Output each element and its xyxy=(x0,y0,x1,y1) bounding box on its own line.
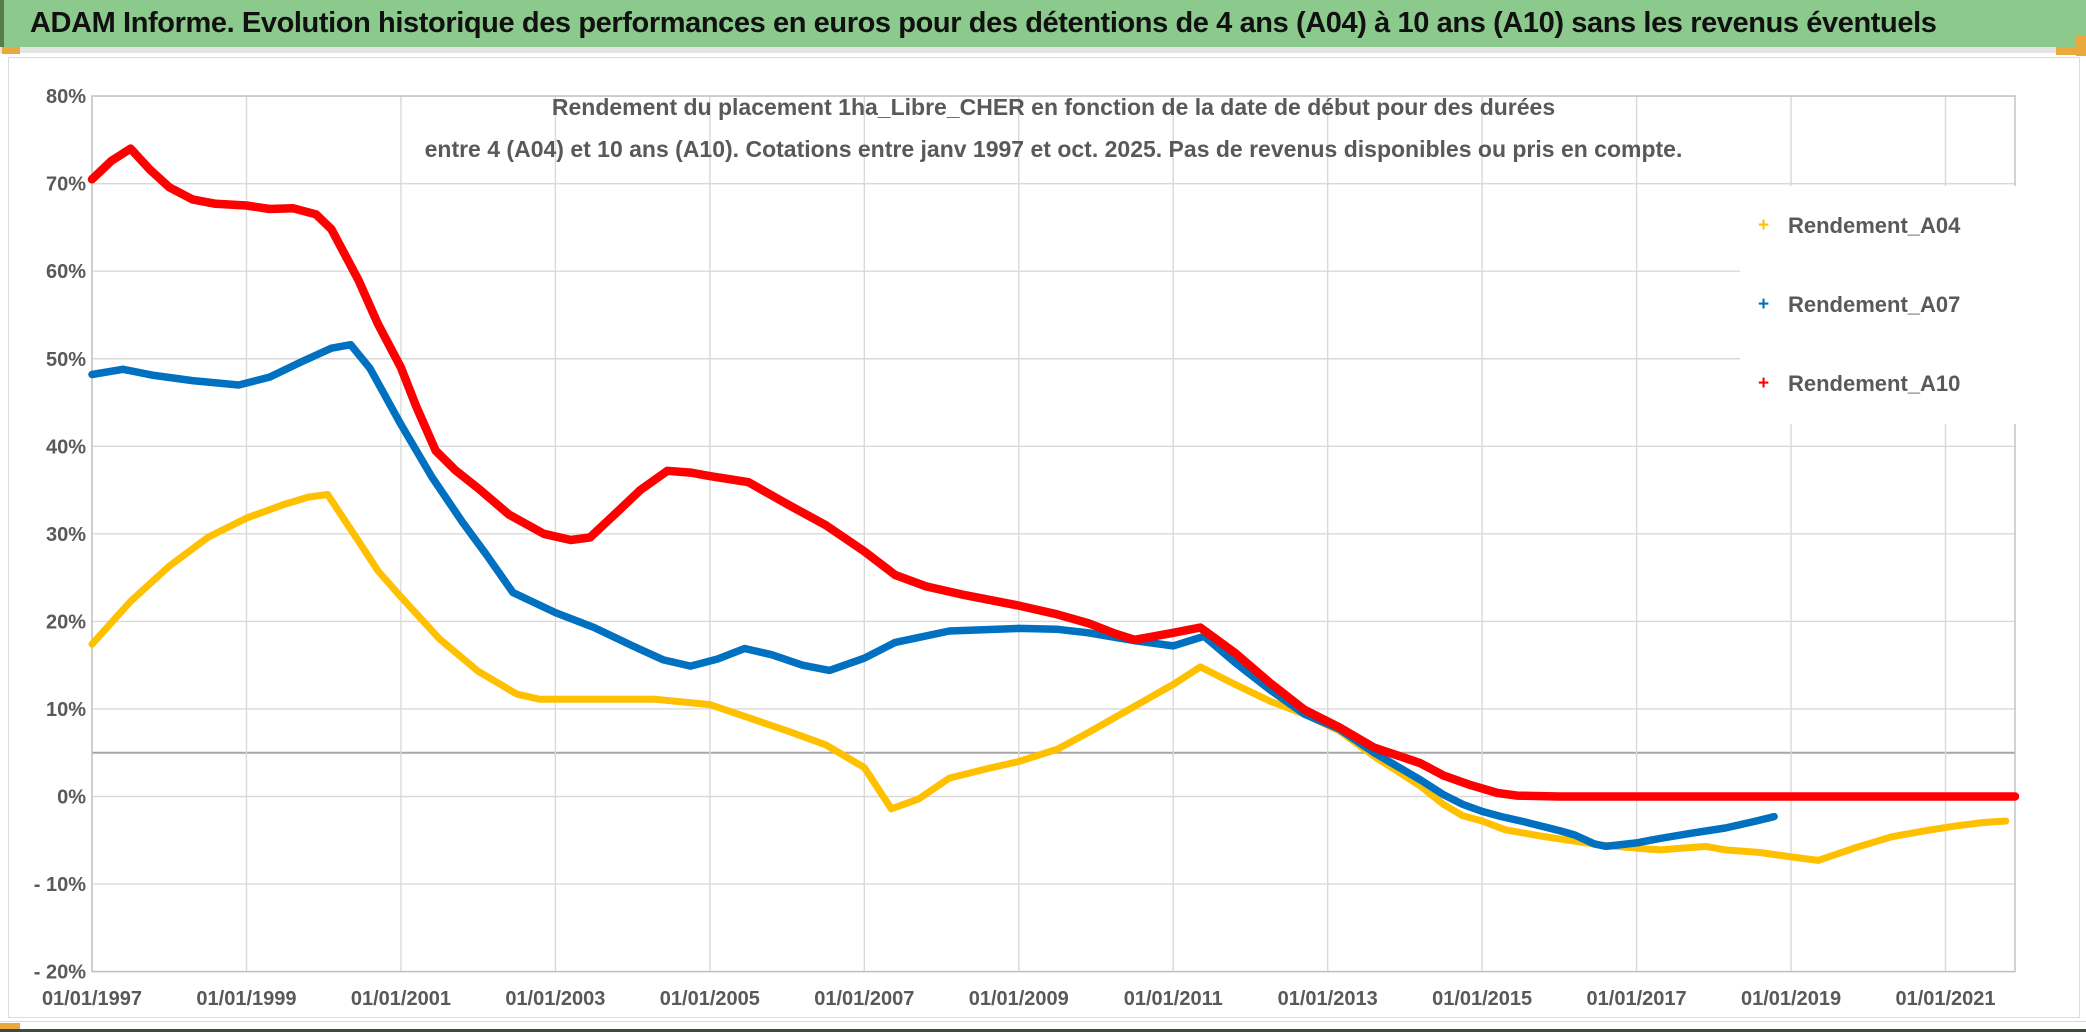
x-tick-label: 01/01/2017 xyxy=(1587,988,1687,1010)
header-divider xyxy=(0,47,2086,53)
series-marker-a07-icon: + xyxy=(1758,293,1770,315)
x-tick-label: 01/01/1997 xyxy=(42,988,142,1010)
legend-item-rendement-a10[interactable]: + Rendement_A10 xyxy=(1740,371,2076,397)
legend-label-a04: Rendement_A04 xyxy=(1788,212,1961,238)
y-tick-label: 0% xyxy=(57,787,86,809)
header-accent-left xyxy=(2,47,20,54)
legend-label-a07: Rendement_A07 xyxy=(1788,291,1961,317)
y-tick-label: 70% xyxy=(46,174,86,196)
chart-title-line2: entre 4 (A04) et 10 ans (A10). Cotations… xyxy=(424,136,1683,162)
x-tick-label: 01/01/2003 xyxy=(505,988,605,1010)
chart-title: Rendement du placement 1ha_Libre_CHER en… xyxy=(92,86,2015,170)
series-rendement-a07 xyxy=(88,340,1778,851)
y-tick-label: - 20% xyxy=(34,962,86,984)
legend-item-rendement-a04[interactable]: + Rendement_A04 xyxy=(1740,213,2076,239)
legend-item-rendement-a07[interactable]: + Rendement_A07 xyxy=(1740,292,2076,318)
header-accent-right-corner xyxy=(2076,36,2086,56)
series-rendement-a04 xyxy=(88,491,2010,864)
y-tick-label: 80% xyxy=(46,86,86,108)
legend-label-a10: Rendement_A10 xyxy=(1788,371,1961,397)
x-tick-label: 01/01/2021 xyxy=(1895,988,1995,1010)
y-tick-label: 10% xyxy=(46,699,86,721)
y-tick-label: - 10% xyxy=(34,874,86,896)
report-header: ADAM Informe. Evolution historique des p… xyxy=(0,0,2086,47)
x-tick-label: 01/01/2001 xyxy=(351,988,451,1010)
y-tick-label: 30% xyxy=(46,524,86,546)
plot-border xyxy=(91,95,2016,973)
x-tick-label: 01/01/1999 xyxy=(196,988,296,1010)
chart-legend: + Rendement_A04 + Rendement_A07 + Rendem… xyxy=(1740,186,2076,424)
x-tick-label: 01/01/2013 xyxy=(1278,988,1378,1010)
report-title: ADAM Informe. Evolution historique des p… xyxy=(30,7,1937,39)
y-tick-label: 50% xyxy=(46,349,86,371)
series-marker-a10-icon: + xyxy=(1758,373,1770,395)
x-tick-label: 01/01/2005 xyxy=(660,988,760,1010)
x-tick-label: 01/01/2009 xyxy=(969,988,1069,1010)
next-section-edge xyxy=(0,1029,2086,1032)
series-rendement-a10 xyxy=(87,144,2020,801)
x-tick-label: 01/01/2015 xyxy=(1432,988,1532,1010)
series-marker-a04-icon: + xyxy=(1758,214,1770,236)
y-tick-label: 40% xyxy=(46,436,86,458)
chart-title-line1: Rendement du placement 1ha_Libre_CHER en… xyxy=(551,94,1556,120)
y-tick-label: 20% xyxy=(46,611,86,633)
x-tick-label: 01/01/2011 xyxy=(1124,988,1223,1010)
header-accent-right xyxy=(2056,47,2086,55)
x-tick-label: 01/01/2019 xyxy=(1741,988,1841,1010)
x-tick-label: 01/01/2007 xyxy=(814,988,914,1010)
bottom-divider xyxy=(0,1021,2086,1022)
bottom-accent-left xyxy=(0,1023,20,1031)
y-tick-label: 60% xyxy=(46,261,86,283)
